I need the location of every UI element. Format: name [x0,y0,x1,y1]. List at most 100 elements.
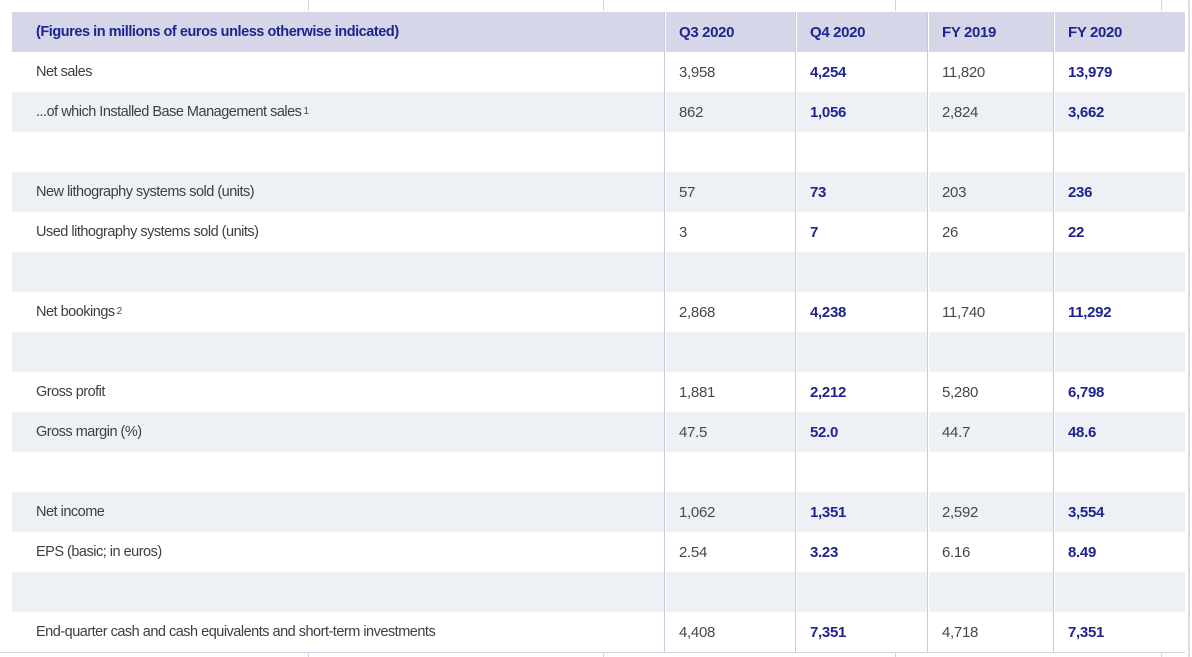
financial-summary-table: (Figures in millions of euros unless oth… [12,12,1185,652]
value-cell: 2,592 [927,492,1053,532]
value-cell [664,252,795,292]
row-label: Net sales [36,64,92,80]
value-cell [927,452,1053,492]
value-cell: 11,292 [1053,292,1185,332]
value-cell: 73 [795,172,927,212]
value-cell: 6,798 [1053,372,1185,412]
row-label-cell [12,332,664,372]
table-header-note: (Figures in millions of euros unless oth… [36,24,399,40]
row-label-cell [12,572,664,612]
row-label-cell: Net bookings 2 [36,304,123,320]
value-cell [1053,572,1185,612]
value-cell: 203 [927,172,1053,212]
row-label: Gross profit [36,384,105,400]
value-cell: 3,662 [1053,92,1185,132]
value-cell: 47.5 [664,412,795,452]
value-cell: 11,740 [927,292,1053,332]
table-edge-divider [1161,653,1162,657]
spacer-row [12,452,1185,492]
row-label: ...of which Installed Base Management sa… [36,104,302,120]
table-header-row: (Figures in millions of euros unless oth… [12,12,1185,52]
scrollbar-track[interactable] [1188,0,1190,657]
row-label-cell: Used lithography systems sold (units) [12,212,664,252]
value-cell: 4,254 [795,52,927,92]
row-label: EPS (basic; in euros) [36,544,162,560]
value-cell [664,452,795,492]
value-cell: 236 [1053,172,1185,212]
column-header-fy-2020: FY 2020 [1053,12,1185,52]
row-label: Used lithography systems sold (units) [36,224,259,240]
spacer-row [12,132,1185,172]
value-cell: 8.49 [1053,532,1185,572]
value-cell: 44.7 [927,412,1053,452]
row-label-cell: End-quarter cash and cash equivalents an… [12,612,664,652]
value-cell: 2,212 [795,372,927,412]
row-label: New lithography systems sold (units) [36,184,255,200]
table-row: ...of which Installed Base Management sa… [12,92,1185,132]
row-label-cell: EPS (basic; in euros) [12,532,664,572]
value-cell: 48.6 [1053,412,1185,452]
table-row: Used lithography systems sold (units) 3 7 2… [12,212,1185,252]
value-cell [1053,252,1185,292]
row-label-cell: Gross profit [12,372,664,412]
table-edge-divider [895,653,896,657]
value-cell: 3 [664,212,795,252]
row-label: Net bookings [36,304,115,320]
value-cell [664,572,795,612]
value-cell: 6.16 [927,532,1053,572]
row-label-cell: Gross margin (%) [12,412,664,452]
value-cell: 26 [927,212,1053,252]
value-cell: 7,351 [795,612,927,652]
row-label: Net income [36,504,105,520]
table-body: Net sales 3,958 4,254 11,820 13,979 ...of whi… [12,52,1185,652]
value-cell: 22 [1053,212,1185,252]
row-label-cell [12,252,664,292]
value-cell: 2,868 [664,292,795,332]
value-cell [795,452,927,492]
value-cell: 4,238 [795,292,927,332]
table-row: New lithography systems sold (units) 57 73… [12,172,1185,212]
row-label: Gross margin (%) [36,424,142,440]
value-cell [795,132,927,172]
value-cell: 3,958 [664,52,795,92]
table-edge-divider [1161,0,1162,11]
value-cell: 13,979 [1053,52,1185,92]
value-cell: 1,881 [664,372,795,412]
row-label-cell: New lithography systems sold (units) [12,172,664,212]
value-cell [927,252,1053,292]
table-edge-divider [603,653,604,657]
row-label-cell [12,452,664,492]
value-cell [927,572,1053,612]
value-cell [927,332,1053,372]
value-cell: 862 [664,92,795,132]
value-cell: 3,554 [1053,492,1185,532]
value-cell [795,332,927,372]
value-cell: 4,408 [664,612,795,652]
partial-table-edge-top [0,0,1185,11]
value-cell: 7,351 [1053,612,1185,652]
table-edge-divider [308,0,309,11]
value-cell [1053,452,1185,492]
table-row: Gross profit 1,881 2,212 5,280 6,798 [12,372,1185,412]
column-header-fy-2019: FY 2019 [927,12,1053,52]
value-cell: 57 [664,172,795,212]
value-cell: 7 [795,212,927,252]
table-row: Net sales 3,958 4,254 11,820 13,979 [12,52,1185,92]
value-cell [1053,332,1185,372]
table-row: EPS (basic; in euros) 2.54 3.23 6.16 8.49 [12,532,1185,572]
row-label: End-quarter cash and cash equivalents an… [36,624,436,640]
spacer-row [12,252,1185,292]
value-cell: 5,280 [927,372,1053,412]
column-header-q3-2020: Q3 2020 [664,12,795,52]
row-label-cell [12,132,664,172]
value-cell [795,572,927,612]
value-cell: 1,062 [664,492,795,532]
spacer-row [12,572,1185,612]
row-label-cell: Net sales [12,52,664,92]
table-row: Net income 1,062 1,351 2,592 3,554 [12,492,1185,532]
table-row: End-quarter cash and cash equivalents an… [12,612,1185,652]
value-cell [664,332,795,372]
table-row: Net bookings 2 2,868 4,238 11,740 11,292 [12,292,1185,332]
value-cell: 52.0 [795,412,927,452]
